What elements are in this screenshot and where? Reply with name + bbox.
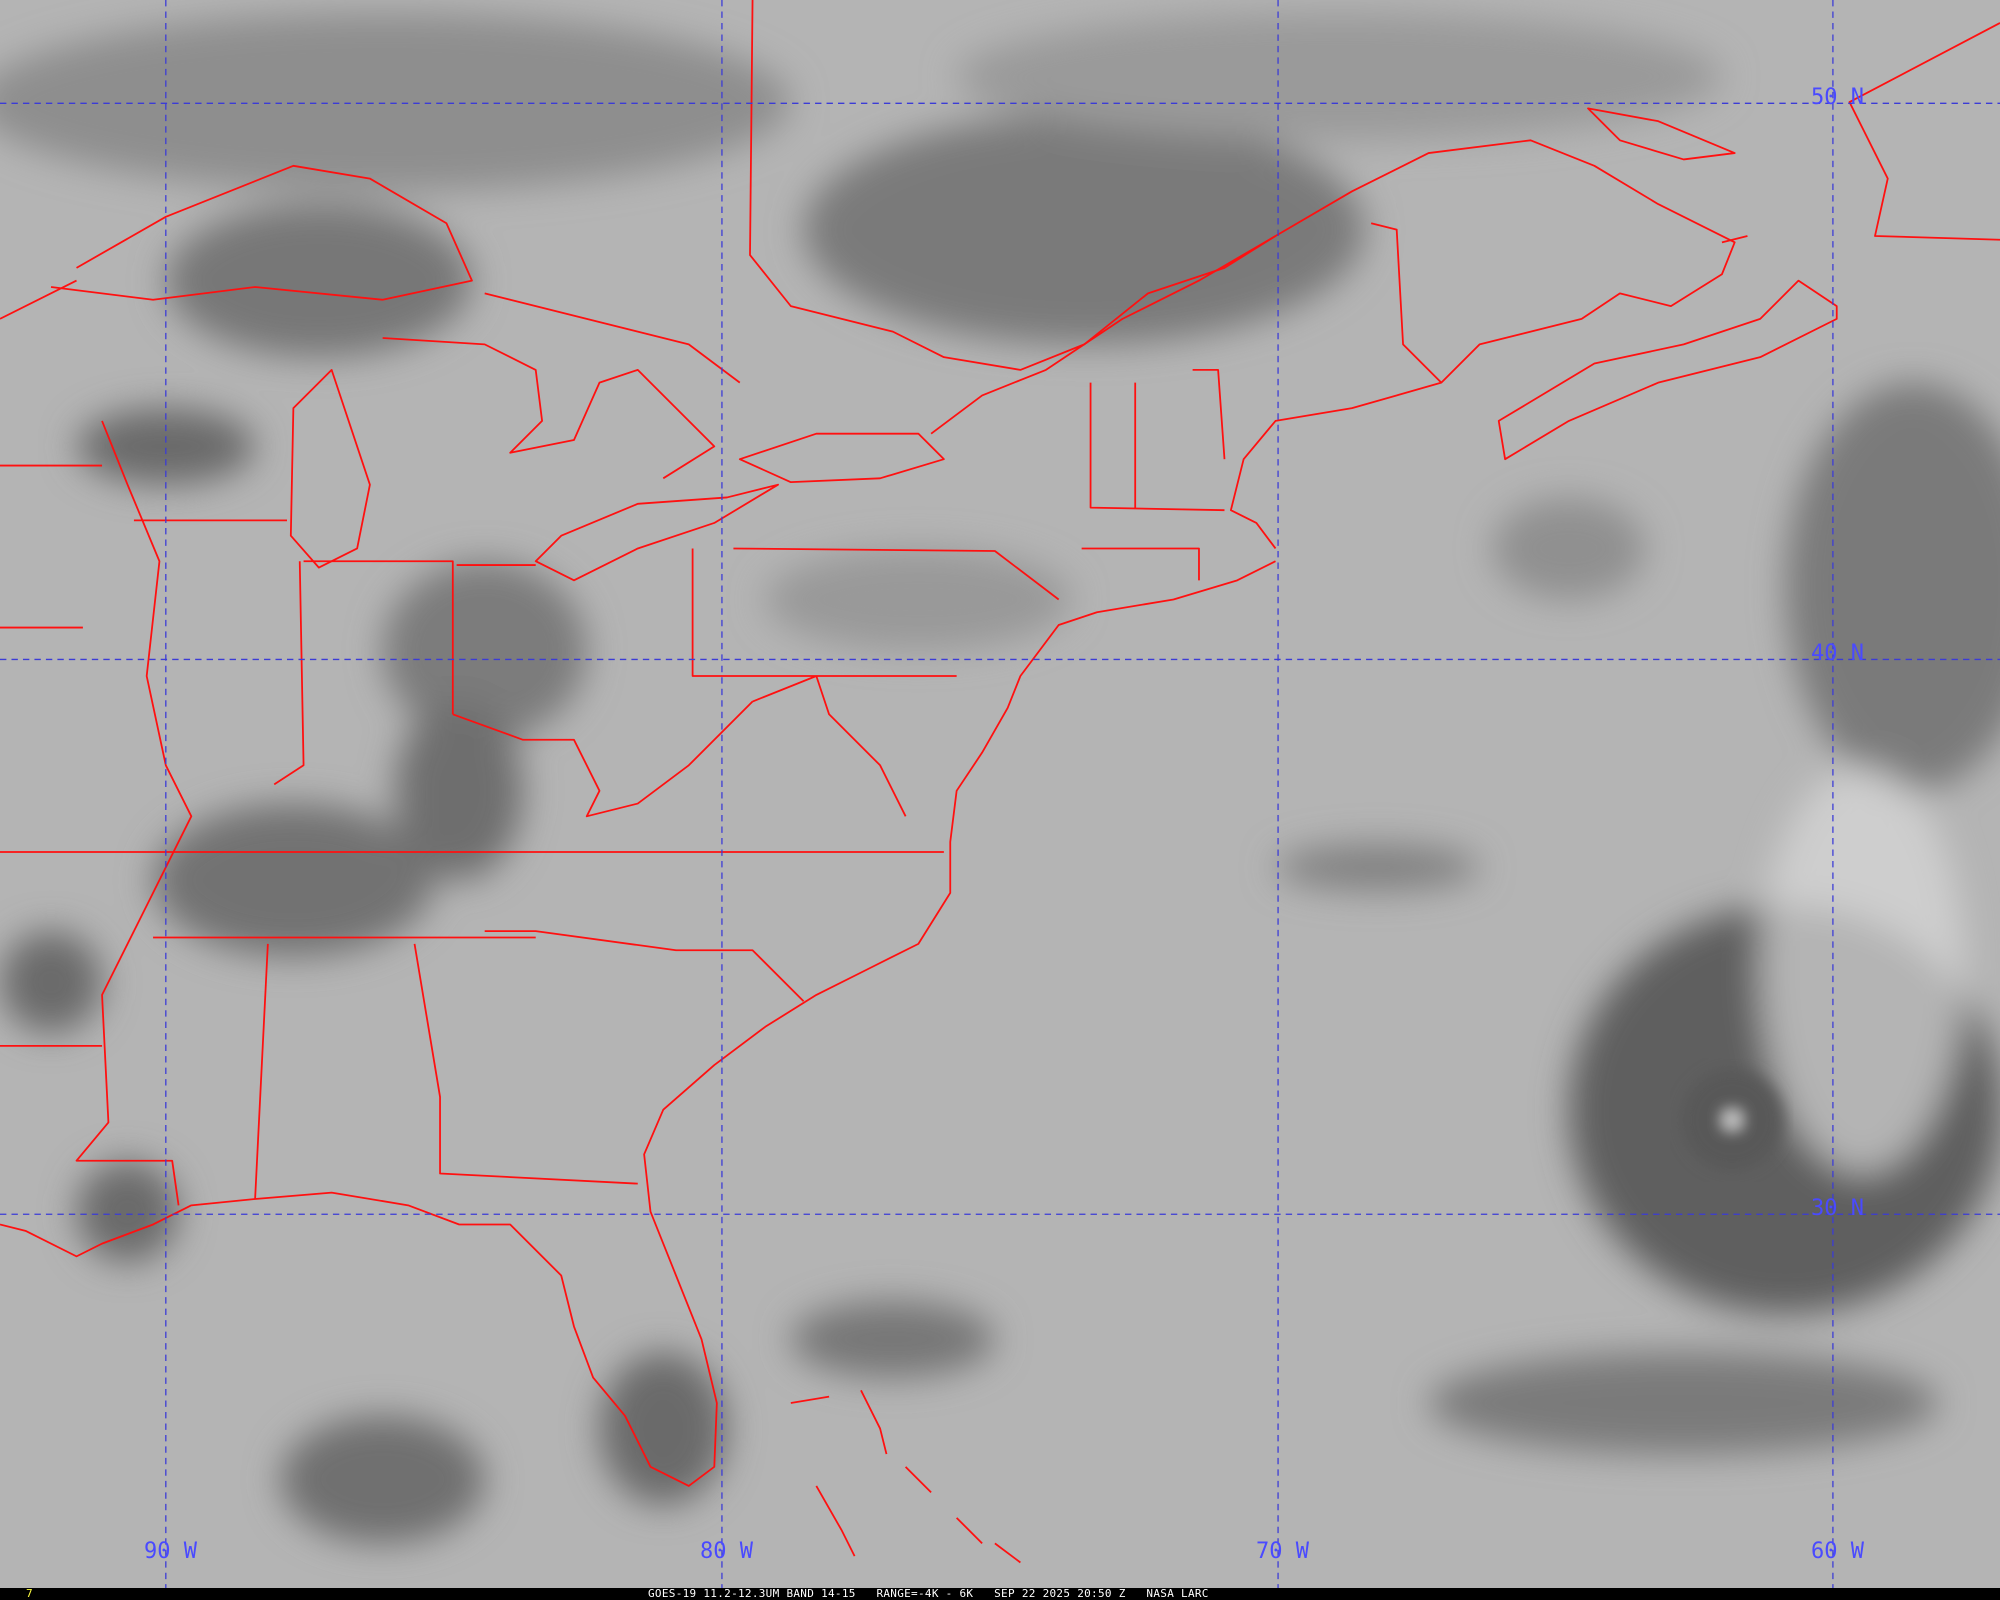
longitude-label-80w: 80 W [700,1539,753,1564]
longitude-label-60w: 60 W [1811,1539,1864,1564]
political-boundaries [0,0,2000,1564]
caption-bar: 7 GOES-19 11.2-12.3UM BAND 14-15 RANGE=-… [0,1588,2000,1600]
longitude-label-70w: 70 W [1256,1539,1309,1564]
cloud-field [0,12,2000,1544]
longitude-label-90w: 90 W [144,1539,197,1564]
coastline-us-atlantic [0,560,1276,1487]
frame-number: 7 [26,1587,33,1600]
great-lakes [50,164,945,582]
latitude-label-30n: 30 N [1811,1196,1864,1221]
us-canada-border [0,0,1442,460]
florida-keys-bahamas [790,1389,1021,1564]
coastline-east [930,22,2000,550]
latitude-label-40n: 40 N [1811,641,1864,666]
state-borders [0,382,1225,1206]
latitude-label-50n: 50 N [1811,85,1864,110]
image-caption: GOES-19 11.2-12.3UM BAND 14-15 RANGE=-4K… [648,1587,1209,1600]
newfoundland-pe [1587,107,1748,244]
